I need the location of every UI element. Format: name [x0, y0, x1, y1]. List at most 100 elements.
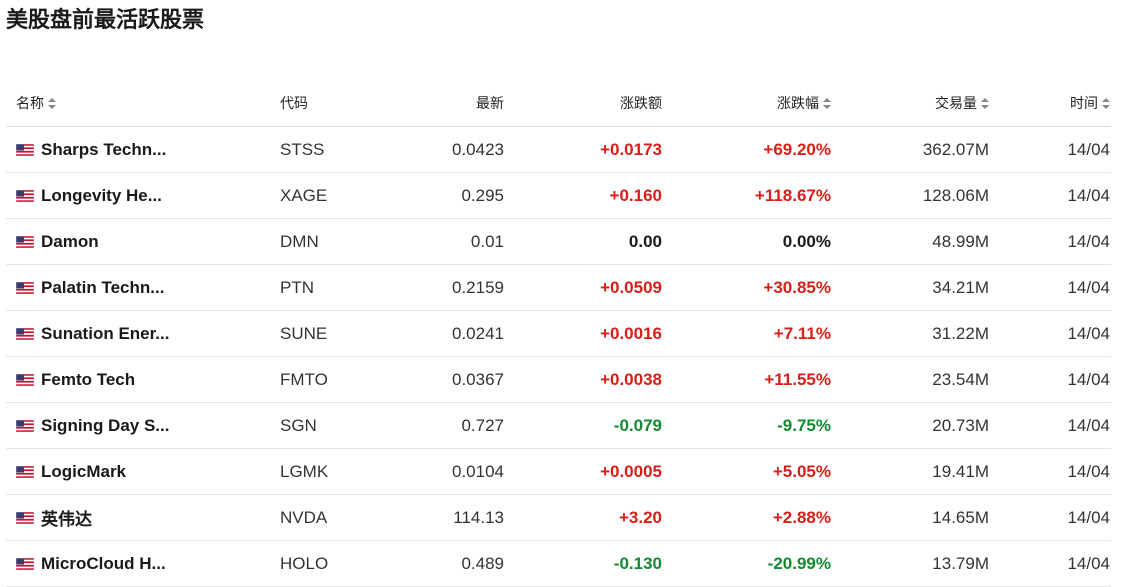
stock-code: HOLO: [280, 553, 329, 573]
us-flag-icon: [16, 235, 34, 248]
stock-code: DMN: [280, 231, 319, 251]
table-row[interactable]: Sunation Ener... SUNE 0.0241 +0.0016 +7.…: [6, 311, 1111, 357]
us-flag-icon: [16, 143, 34, 156]
table-row[interactable]: LogicMark LGMK 0.0104 +0.0005 +5.05% 19.…: [6, 449, 1111, 495]
us-flag-icon: [16, 189, 34, 202]
stock-name-cell[interactable]: Sharps Techn...: [16, 127, 266, 172]
stock-change: +0.160: [609, 185, 662, 205]
stock-change-pct: +118.67%: [754, 185, 831, 205]
stock-last-price: 0.01: [470, 231, 504, 251]
header-last-label: 最新: [476, 96, 504, 112]
stock-name: Damon: [41, 231, 99, 251]
stock-name-cell[interactable]: Sunation Ener...: [16, 311, 266, 356]
stock-code: STSS: [280, 139, 325, 159]
stock-volume: 23.54M: [932, 369, 989, 389]
stock-change: -0.130: [613, 553, 662, 573]
header-time-label: 时间: [1070, 96, 1098, 112]
stock-name-cell[interactable]: Damon: [16, 219, 266, 264]
stock-time: 14/04: [1067, 369, 1110, 389]
stock-name-cell[interactable]: MicroCloud H...: [16, 541, 266, 586]
stock-last-price: 0.295: [461, 185, 504, 205]
stock-code: NVDA: [280, 507, 328, 527]
stock-name-cell[interactable]: Palatin Techn...: [16, 265, 266, 310]
stock-last-price: 0.0241: [452, 323, 504, 343]
sort-icon: [48, 97, 56, 109]
us-flag-icon: [16, 327, 34, 340]
page-title: 美股盘前最活跃股票: [6, 8, 205, 33]
stock-change: +0.0016: [600, 323, 662, 343]
stock-change-pct: +7.11%: [773, 323, 831, 343]
stock-time: 14/04: [1067, 415, 1110, 435]
stock-name: LogicMark: [41, 461, 127, 481]
stock-change: +0.0173: [600, 139, 662, 159]
stock-name-cell[interactable]: 英伟达: [16, 495, 266, 540]
header-volume-label: 交易量: [935, 96, 977, 112]
table-row[interactable]: Signing Day S... SGN 0.727 -0.079 -9.75%…: [6, 403, 1111, 449]
us-flag-icon: [16, 281, 34, 294]
stock-last-price: 0.727: [461, 415, 504, 435]
table-header: 名称 代码 最新 涨跌额 涨跌幅 交易量 时间: [6, 80, 1111, 127]
stock-change: +0.0038: [600, 369, 662, 389]
header-volume[interactable]: 交易量: [849, 80, 989, 126]
us-flag-icon: [16, 511, 34, 524]
stock-change-pct: +2.88%: [772, 507, 831, 527]
sort-icon: [1102, 97, 1110, 109]
stock-name: Palatin Techn...: [41, 277, 165, 297]
stock-volume: 19.41M: [932, 461, 989, 481]
stock-volume: 20.73M: [932, 415, 989, 435]
stock-volume: 362.07M: [922, 139, 989, 159]
table-row[interactable]: Longevity He... XAGE 0.295 +0.160 +118.6…: [6, 173, 1111, 219]
stock-volume: 31.22M: [932, 323, 989, 343]
stock-time: 14/04: [1067, 139, 1110, 159]
stock-last-price: 0.0104: [452, 461, 504, 481]
stock-time: 14/04: [1067, 553, 1110, 573]
table-row[interactable]: Palatin Techn... PTN 0.2159 +0.0509 +30.…: [6, 265, 1111, 311]
stock-change-pct: +5.05%: [772, 461, 831, 481]
stock-volume: 13.79M: [932, 553, 989, 573]
stock-change-pct: -20.99%: [767, 553, 831, 573]
stock-volume: 128.06M: [922, 185, 989, 205]
table-body: Sharps Techn... STSS 0.0423 +0.0173 +69.…: [6, 127, 1111, 587]
header-name[interactable]: 名称: [16, 80, 266, 126]
stock-name-cell[interactable]: Longevity He...: [16, 173, 266, 218]
stock-time: 14/04: [1067, 231, 1110, 251]
stock-change: -0.079: [613, 415, 662, 435]
stock-code: PTN: [280, 277, 314, 297]
stock-name-cell[interactable]: Femto Tech: [16, 357, 266, 402]
table-row[interactable]: 英伟达 NVDA 114.13 +3.20 +2.88% 14.65M 14/0…: [6, 495, 1111, 541]
table-row[interactable]: Femto Tech FMTO 0.0367 +0.0038 +11.55% 2…: [6, 357, 1111, 403]
us-flag-icon: [16, 557, 34, 570]
header-time[interactable]: 时间: [1010, 80, 1110, 126]
header-change-pct[interactable]: 涨跌幅: [691, 80, 831, 126]
stock-volume: 34.21M: [932, 277, 989, 297]
stock-time: 14/04: [1067, 277, 1110, 297]
us-flag-icon: [16, 419, 34, 432]
stock-name: Longevity He...: [41, 185, 162, 205]
header-change: 涨跌额: [532, 80, 662, 126]
stock-code: XAGE: [280, 185, 328, 205]
header-code-label: 代码: [280, 96, 308, 112]
stock-change: +3.20: [618, 507, 662, 527]
table-row[interactable]: Damon DMN 0.01 0.00 0.00% 48.99M 14/04: [6, 219, 1111, 265]
most-active-stocks-table: 名称 代码 最新 涨跌额 涨跌幅 交易量 时间: [6, 80, 1111, 587]
stock-change-pct: 0.00%: [782, 231, 831, 251]
header-code: 代码: [280, 80, 380, 126]
table-row[interactable]: MicroCloud H... HOLO 0.489 -0.130 -20.99…: [6, 541, 1111, 587]
sort-icon: [981, 97, 989, 109]
stock-name: Sharps Techn...: [41, 139, 167, 159]
header-change-label: 涨跌额: [620, 96, 662, 112]
stock-last-price: 0.0423: [452, 139, 504, 159]
header-change-pct-label: 涨跌幅: [777, 96, 819, 112]
stock-change-pct: +69.20%: [763, 139, 831, 159]
table-row[interactable]: Sharps Techn... STSS 0.0423 +0.0173 +69.…: [6, 127, 1111, 173]
us-flag-icon: [16, 373, 34, 386]
stock-name-cell[interactable]: LogicMark: [16, 449, 266, 494]
stock-code: SGN: [280, 415, 317, 435]
stock-time: 14/04: [1067, 185, 1110, 205]
stock-name-cell[interactable]: Signing Day S...: [16, 403, 266, 448]
stock-volume: 14.65M: [932, 507, 989, 527]
us-flag-icon: [16, 465, 34, 478]
stock-last-price: 0.489: [461, 553, 504, 573]
stock-time: 14/04: [1067, 507, 1110, 527]
stock-name: MicroCloud H...: [41, 553, 166, 573]
